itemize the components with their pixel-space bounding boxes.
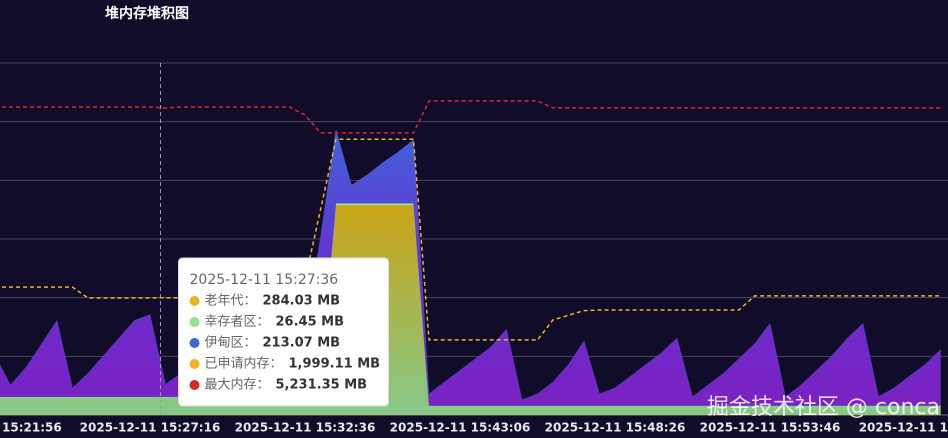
x-tick-label: 15:21:56 xyxy=(2,421,62,435)
watermark: 掘金技术社区 @ conca xyxy=(707,395,940,420)
x-tick-label: 2025-12-11 15:32:36 xyxy=(235,421,376,435)
tooltip-value: 5,231.35 MB xyxy=(276,378,368,393)
tooltip-value: 213.07 MB xyxy=(263,336,341,351)
line xyxy=(0,100,941,134)
tooltip-name: 老年代： xyxy=(205,294,257,309)
x-tick-label: 2025-12-11 15:43:06 xyxy=(390,421,531,435)
tooltip-marker xyxy=(189,359,200,369)
tooltip: 2025-12-11 15:27:36 老年代： 284.03 MB 幸存者区： 26.… xyxy=(178,257,389,407)
x-tick-label: 2025-12-11 15:53:46 xyxy=(700,421,841,435)
tooltip-value: 284.03 MB xyxy=(263,294,341,309)
area xyxy=(0,129,941,406)
tooltip-marker xyxy=(189,380,200,390)
tooltip-name: 伊甸区： xyxy=(205,336,257,351)
tooltip-value: 1,999.11 MB xyxy=(289,357,381,372)
tooltip-name: 最大内存： xyxy=(205,377,270,393)
x-tick-label: 2025-12-11 15:27:16 xyxy=(80,421,221,435)
line xyxy=(0,138,941,341)
chart-title: 堆内存堆积图 xyxy=(105,5,189,22)
tooltip-name: 已申请内存： xyxy=(205,356,283,372)
tooltip-marker xyxy=(189,296,200,306)
tooltip-value: 26.45 MB xyxy=(276,315,345,330)
plot-area xyxy=(0,100,941,416)
tooltip-marker xyxy=(189,317,200,327)
tooltip-title: 2025-12-11 15:27:36 xyxy=(190,272,339,288)
tooltip-marker xyxy=(189,338,200,348)
tooltip-box xyxy=(178,257,389,407)
x-tick-label: 2025-12-11 1 xyxy=(859,421,948,435)
tooltip-name: 幸存者区： xyxy=(205,315,270,330)
x-tick-label: 2025-12-11 15:48:26 xyxy=(545,421,686,435)
